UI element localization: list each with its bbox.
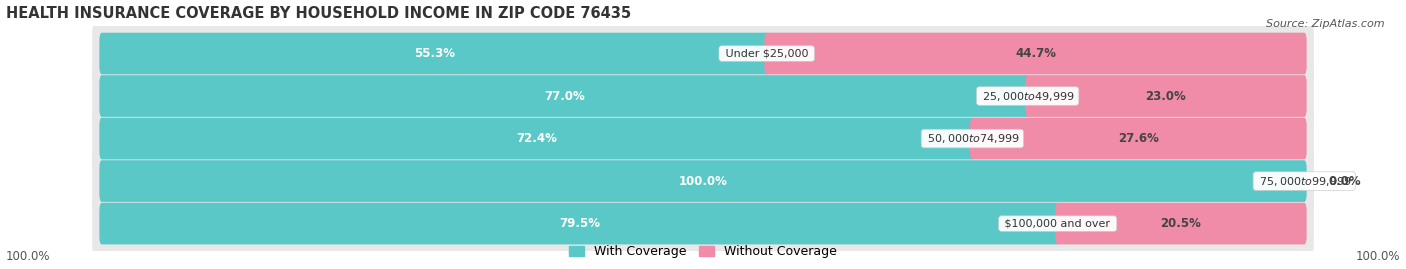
Text: Under $25,000: Under $25,000 — [721, 48, 811, 59]
Text: 27.6%: 27.6% — [1118, 132, 1159, 145]
Text: 20.5%: 20.5% — [1160, 217, 1202, 230]
FancyBboxPatch shape — [93, 191, 1313, 256]
FancyBboxPatch shape — [100, 75, 1031, 117]
Text: $100,000 and over: $100,000 and over — [1001, 219, 1114, 229]
FancyBboxPatch shape — [93, 21, 1313, 86]
FancyBboxPatch shape — [765, 33, 1306, 74]
Text: Source: ZipAtlas.com: Source: ZipAtlas.com — [1267, 19, 1385, 29]
FancyBboxPatch shape — [1056, 203, 1306, 245]
Text: 72.4%: 72.4% — [516, 132, 558, 145]
Text: 44.7%: 44.7% — [1015, 47, 1056, 60]
FancyBboxPatch shape — [100, 203, 1060, 245]
FancyBboxPatch shape — [100, 118, 974, 160]
Text: 79.5%: 79.5% — [560, 217, 600, 230]
Text: 100.0%: 100.0% — [6, 250, 51, 263]
FancyBboxPatch shape — [100, 160, 1306, 202]
FancyBboxPatch shape — [93, 149, 1313, 213]
Legend: With Coverage, Without Coverage: With Coverage, Without Coverage — [564, 240, 842, 263]
Text: 100.0%: 100.0% — [1355, 250, 1400, 263]
FancyBboxPatch shape — [100, 33, 769, 74]
Text: $25,000 to $49,999: $25,000 to $49,999 — [980, 90, 1076, 102]
FancyBboxPatch shape — [93, 64, 1313, 128]
Text: $50,000 to $74,999: $50,000 to $74,999 — [924, 132, 1021, 145]
Text: 0.0%: 0.0% — [1329, 175, 1361, 187]
FancyBboxPatch shape — [93, 106, 1313, 171]
Text: 23.0%: 23.0% — [1146, 90, 1187, 102]
FancyBboxPatch shape — [970, 118, 1306, 160]
Text: 100.0%: 100.0% — [679, 175, 727, 187]
Text: HEALTH INSURANCE COVERAGE BY HOUSEHOLD INCOME IN ZIP CODE 76435: HEALTH INSURANCE COVERAGE BY HOUSEHOLD I… — [6, 6, 631, 20]
FancyBboxPatch shape — [1025, 75, 1306, 117]
Text: 77.0%: 77.0% — [544, 90, 585, 102]
Text: $75,000 to $99,999: $75,000 to $99,999 — [1256, 175, 1353, 187]
Text: 55.3%: 55.3% — [413, 47, 454, 60]
